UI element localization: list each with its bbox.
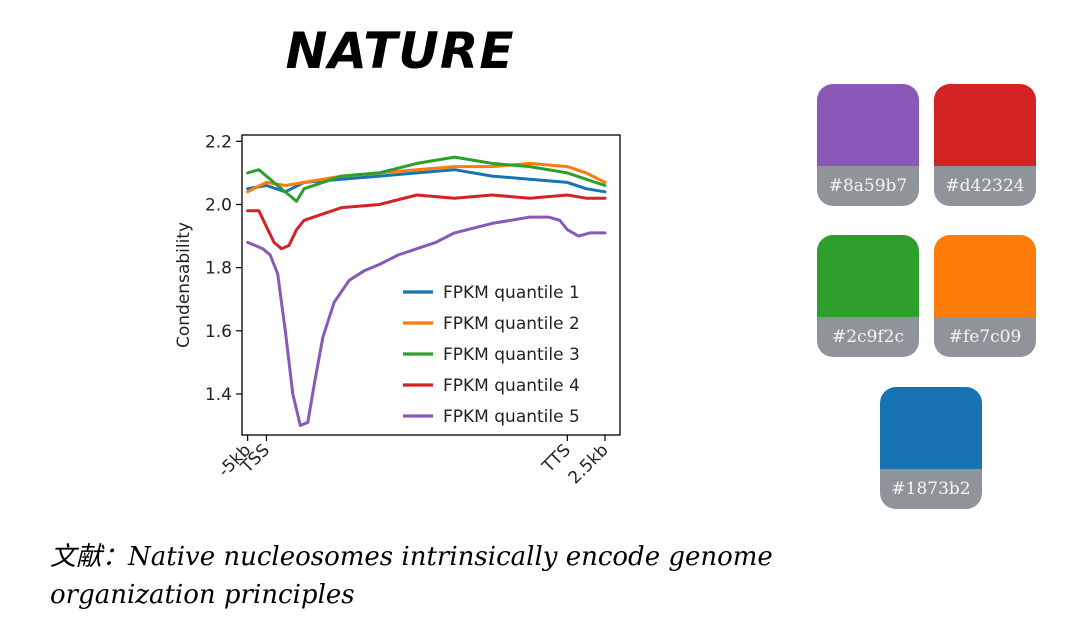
swatch-green-code: #2c9f2c <box>817 317 919 357</box>
swatch-green: #2c9f2c <box>817 235 919 357</box>
swatch-purple-fill <box>817 84 919 166</box>
series-line-quantile-4 <box>246 193 607 251</box>
series-line-quantile-5 <box>246 215 607 427</box>
swatch-green-fill <box>817 235 919 317</box>
legend-label-quantile-1: FPKM quantile 1 <box>443 283 580 303</box>
y-tick-label: 2.0 <box>205 195 232 215</box>
x-tick-label: 2.5kb <box>565 440 613 488</box>
swatch-red-code: #d42324 <box>934 166 1036 206</box>
y-tick-label: 1.4 <box>205 385 232 405</box>
series-line-quantile-2 <box>246 161 607 194</box>
y-tick-label: 1.6 <box>205 322 232 342</box>
caption-line-2: organization principles <box>50 580 355 610</box>
swatch-orange-code: #fe7c09 <box>934 317 1036 357</box>
series-line-quantile-3 <box>246 155 607 203</box>
swatch-orange: #fe7c09 <box>934 235 1036 357</box>
swatch-blue-code: #1873b2 <box>880 469 982 509</box>
y-tick-label: 2.2 <box>205 132 232 152</box>
legend-label-quantile-2: FPKM quantile 2 <box>443 314 580 334</box>
caption-line-1: 文献：Native nucleosomes intrinsically enco… <box>50 542 773 572</box>
swatch-orange-fill <box>934 235 1036 317</box>
nature-title: NATURE <box>285 22 515 80</box>
y-axis-title: Condensability <box>174 222 194 348</box>
chart-panel: 1.4 1.6 1.8 2.0 2.2 -5kb TSS TTS 2.5kb Condensabi… <box>165 108 627 500</box>
swatch-blue-fill <box>880 387 982 469</box>
swatch-red: #d42324 <box>934 84 1036 206</box>
legend: FPKM quantile 1 FPKM quantile 2 FPKM quant… <box>403 283 580 427</box>
plot-frame <box>241 134 621 436</box>
series-line-quantile-1 <box>246 168 607 194</box>
legend-label-quantile-5: FPKM quantile 5 <box>443 407 580 427</box>
y-tick-label: 1.8 <box>205 259 232 279</box>
reference-caption: 文献：Native nucleosomes intrinsically enco… <box>50 538 950 614</box>
swatch-purple: #8a59b7 <box>817 84 919 206</box>
legend-label-quantile-3: FPKM quantile 3 <box>443 345 580 365</box>
legend-label-quantile-4: FPKM quantile 4 <box>443 376 580 396</box>
swatch-red-fill <box>934 84 1036 166</box>
swatch-purple-code: #8a59b7 <box>817 166 919 206</box>
swatch-blue: #1873b2 <box>880 387 982 509</box>
series-layer <box>246 155 607 427</box>
